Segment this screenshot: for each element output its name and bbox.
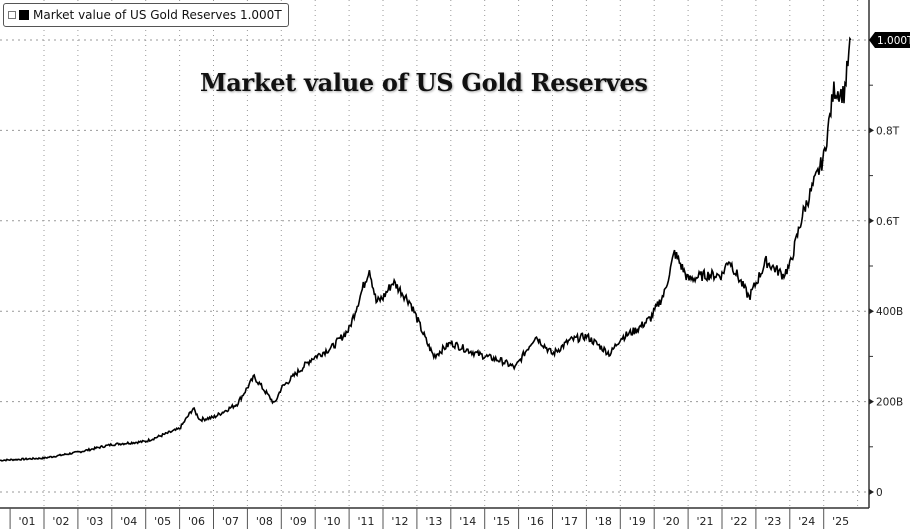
legend-label: Market value of US Gold Reserves 1.000T [33, 8, 282, 22]
x-tick-label: '10 [324, 515, 341, 528]
x-tick-label: '13 [425, 515, 442, 528]
y-tick-label: 0.8T [876, 125, 900, 137]
x-tick-label: '15 [493, 515, 510, 528]
x-tick-label: '21 [697, 515, 714, 528]
legend: Market value of US Gold Reserves 1.000T [3, 3, 289, 27]
x-tick-label: '04 [120, 515, 137, 528]
x-tick-label: '05 [154, 515, 171, 528]
y-tick-marker [869, 308, 874, 315]
x-tick-label: '22 [730, 515, 747, 528]
x-tick-label: '18 [595, 515, 612, 528]
x-tick-label: '16 [527, 515, 544, 528]
y-axis: 0 200B 400B 0.6T 0.8T [868, 0, 903, 508]
x-tick-label: '01 [19, 515, 36, 528]
x-tick-label: '23 [764, 515, 781, 528]
x-tick-label: '19 [629, 515, 646, 528]
x-tick-label: '11 [358, 515, 375, 528]
y-tick-marker [869, 127, 874, 134]
x-tick-label: '17 [561, 515, 578, 528]
x-tick-label: '03 [86, 515, 103, 528]
x-tick-label: '24 [798, 515, 815, 528]
x-tick-label: '14 [459, 515, 476, 528]
chart-title: Market value of US Gold Reserves [200, 68, 648, 97]
x-tick-label: '07 [222, 515, 239, 528]
x-tick-label: '12 [391, 515, 408, 528]
last-value-tag: 1.000T [869, 32, 910, 48]
x-tick-label: '20 [663, 515, 680, 528]
y-tick-label: 0 [876, 487, 883, 499]
collapse-icon[interactable] [8, 11, 16, 19]
x-tick-label: '06 [188, 515, 205, 528]
last-value-bg [869, 32, 910, 48]
x-axis: '01 '02 '03 '04 '05 '06 '07 '08 '09 '10 '11 '12 '13 '… [0, 507, 869, 529]
last-value-label: 1.000T [877, 35, 910, 47]
legend-swatch [19, 10, 29, 20]
x-tick-label: '02 [52, 515, 69, 528]
y-tick-label: 200B [876, 397, 903, 409]
y-tick-label: 0.6T [876, 216, 900, 228]
y-tick-marker [869, 489, 874, 495]
x-tick-label: '08 [256, 515, 273, 528]
y-tick-marker [869, 398, 874, 405]
y-tick-label: 400B [876, 306, 903, 318]
y-tick-marker [869, 217, 874, 224]
x-tick-label: '09 [290, 515, 307, 528]
series-line [0, 36, 852, 462]
gridlines [0, 0, 869, 508]
x-tick-label: '25 [832, 515, 849, 528]
